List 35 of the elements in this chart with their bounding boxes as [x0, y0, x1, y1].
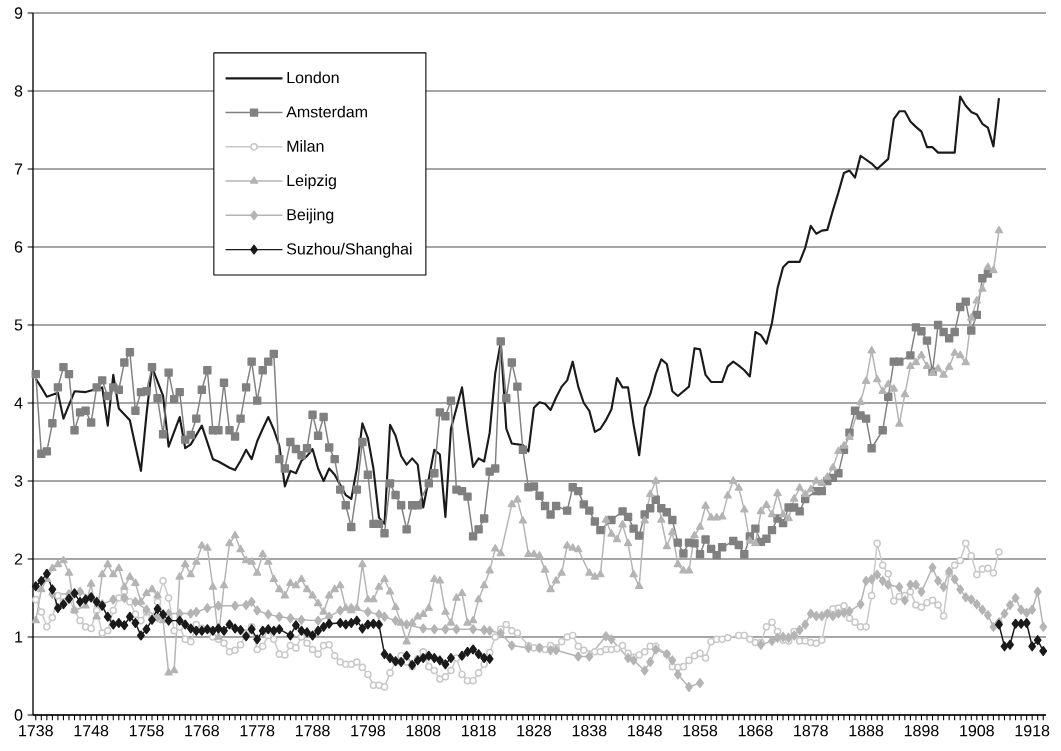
y-tick-label: 8 [14, 85, 23, 97]
y-tick-label: 4 [14, 397, 23, 409]
x-tick-label: 1748 [74, 725, 109, 737]
legend-label: Suzhou/Shanghai [286, 242, 412, 258]
x-tick-label: 1918 [1015, 725, 1050, 737]
x-tick-label: 1758 [129, 725, 164, 737]
x-tick-label: 1768 [185, 725, 219, 737]
x-tick-label: 1888 [849, 725, 884, 737]
legend-label: Leipzig [287, 174, 336, 190]
x-tick-label: 1908 [960, 725, 994, 737]
x-tick-label: 1828 [517, 725, 552, 737]
x-tick-label: 1898 [904, 725, 939, 737]
x-tick-label: 1838 [572, 725, 607, 737]
legend-label: Beijing [287, 208, 334, 224]
x-tick-label: 1778 [240, 725, 275, 737]
y-tick-label: 2 [14, 553, 23, 565]
x-tick-label: 1848 [628, 725, 662, 737]
y-tick-label: 6 [14, 241, 23, 253]
y-tick-label: 7 [14, 163, 23, 175]
y-tick-label: 0 [14, 709, 23, 721]
legend-label: Milan [287, 140, 324, 152]
x-tick-label: 1858 [683, 725, 718, 737]
x-tick-label: 1738 [19, 725, 53, 737]
legend-label: Amsterdam [286, 105, 367, 118]
x-tick-label: 1818 [462, 725, 496, 737]
legend-label: London [287, 71, 339, 84]
y-tick-label: 9 [14, 7, 23, 19]
y-tick-label: 3 [14, 475, 23, 487]
x-tick-label: 1868 [738, 725, 773, 737]
x-tick-label: 1798 [351, 725, 385, 737]
x-tick-label: 1878 [794, 725, 828, 737]
x-tick-label: 1808 [406, 725, 441, 737]
x-tick-label: 1788 [295, 725, 330, 737]
y-tick-label: 5 [14, 319, 23, 331]
y-tick-label: 1 [15, 631, 23, 643]
